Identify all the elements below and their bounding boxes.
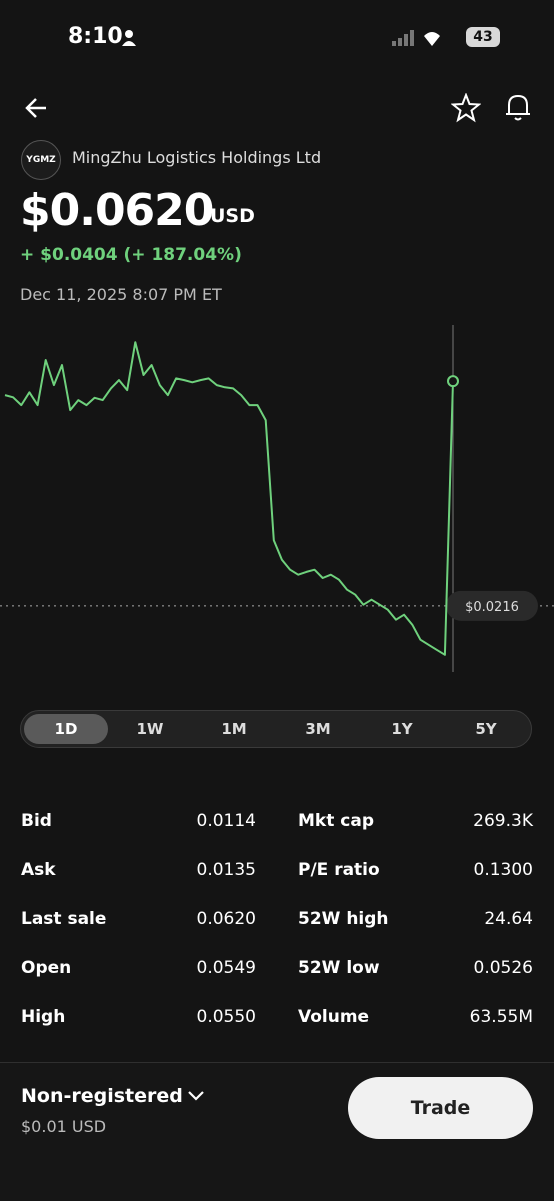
currency: USD [210, 205, 255, 227]
price-line [4, 341, 454, 656]
stat-value: 0.0549 [196, 958, 256, 978]
reference-label: $0.0216 [465, 600, 519, 615]
stat-value: 0.0620 [196, 909, 256, 929]
stat-label: Last sale [21, 909, 107, 929]
stat-value: 24.64 [484, 909, 533, 929]
stat-label: 52W low [298, 958, 380, 978]
range-tab[interactable]: 1Y [391, 720, 413, 738]
watchlist-button[interactable] [451, 93, 481, 123]
stat-label: Ask [21, 860, 56, 880]
chevron[interactable] [186, 1088, 206, 1104]
stat-label: Mkt cap [298, 811, 374, 831]
range-tab[interactable]: 1M [221, 720, 247, 738]
stat-value: 0.0526 [473, 958, 533, 978]
range-tab[interactable]: 1W [136, 720, 164, 738]
stat-value: 0.1300 [473, 860, 533, 880]
stat-value: 0.0114 [196, 811, 256, 831]
last-price-marker [447, 375, 459, 388]
person-icon [122, 30, 136, 46]
stat-value: 0.0135 [196, 860, 256, 880]
stat-value: 269.3K [473, 811, 533, 831]
account-balance: $0.01 USD [21, 1117, 107, 1136]
trade-button[interactable]: Trade [348, 1077, 533, 1139]
price-change: + $0.0404 (+ 187.04%) [20, 245, 242, 265]
range-tab[interactable]: 5Y [475, 720, 497, 738]
battery: 43 [466, 27, 500, 47]
company-name: MingZhu Logistics Holdings Ltd [72, 148, 322, 167]
stat-label: Open [21, 958, 72, 978]
stat-label: 52W high [298, 909, 389, 929]
stat-label: P/E ratio [298, 860, 380, 880]
stat-value: 0.0550 [196, 1007, 256, 1027]
stat-label: Bid [21, 811, 52, 831]
stat-label: High [21, 1007, 66, 1027]
price: $0.0620 [20, 185, 214, 236]
range-tabs: 1D 1W 1M 3M 1Y 5Y [20, 710, 532, 748]
price-chart: $0.0216 [0, 325, 554, 672]
timestamp: Dec 11, 2025 8:07 PM ET [20, 285, 222, 304]
back-button[interactable] [24, 95, 50, 121]
status-time: 8:10 [68, 24, 123, 49]
stat-value: 63.55M [469, 1007, 533, 1027]
company-logo: YGMZ [21, 140, 61, 180]
range-tab[interactable]: 3M [305, 720, 331, 738]
account-selector[interactable]: Non-registered [21, 1085, 183, 1107]
stat-label: Volume [298, 1007, 370, 1027]
alert-button[interactable] [503, 92, 533, 122]
signal-wifi [392, 30, 440, 46]
reference-badge [446, 590, 538, 621]
range-tab[interactable]: 1D [24, 714, 108, 744]
